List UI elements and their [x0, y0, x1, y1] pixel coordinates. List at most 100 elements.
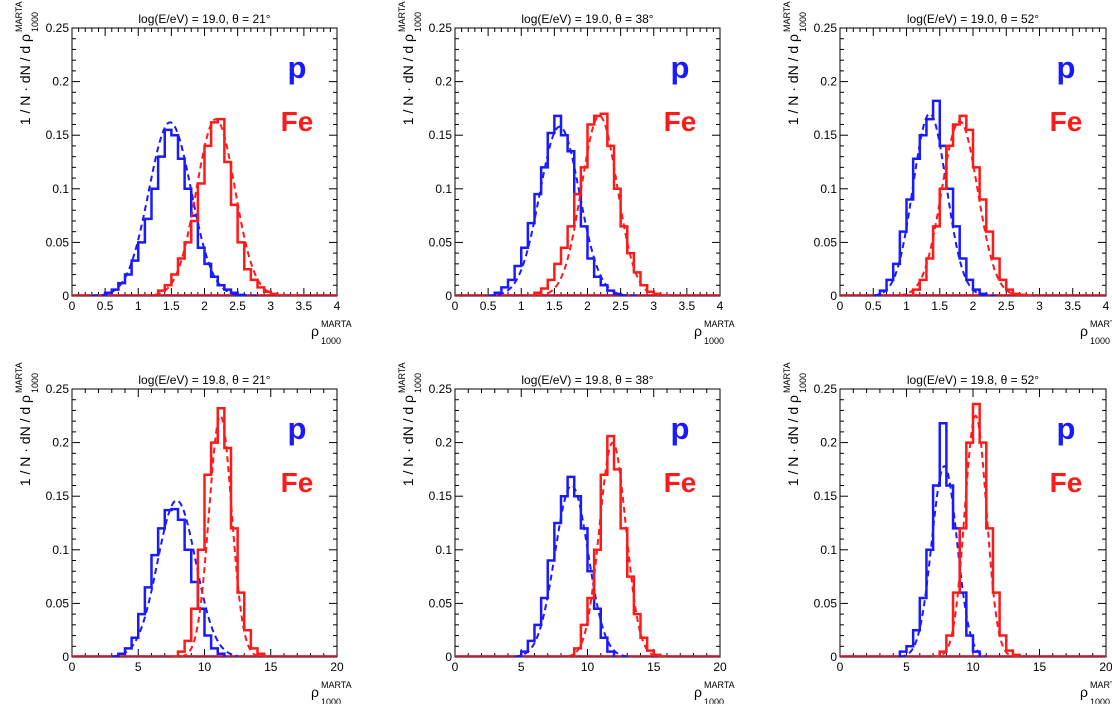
y-tick-label: 0.05 [429, 596, 453, 610]
y-axis-label-group: 1 / N · dN / d ρ MARTA 1000 [782, 362, 808, 486]
y-tick-label: 0.25 [46, 382, 70, 396]
x-axis-label-superscript: MARTA [1090, 680, 1112, 690]
x-tick-label: 15 [647, 660, 661, 674]
chart-title: log(E/eV) = 19.0, θ = 38° [521, 12, 653, 26]
x-tick-label: 0.5 [865, 299, 882, 313]
fit-curve-fe-fit [144, 118, 298, 296]
chart-panel-1: log(E/eV) = 19.0, θ = 21° 0 0.5 1 1.5 2 2.5 3 3.… [14, 1, 352, 346]
x-tick-label: 3.5 [1064, 299, 1081, 313]
y-tick-label: 0.25 [46, 21, 70, 35]
y-axis-label-superscript: MARTA [782, 1, 792, 32]
y-axis-label-group: 1 / N · dN / d ρ MARTA 1000 [397, 362, 423, 486]
y-tick-label: 0.25 [814, 21, 838, 35]
x-tick-label: 5 [903, 660, 910, 674]
x-axis-label-subscript: 1000 [1090, 697, 1110, 704]
y-tick-label: 0.05 [814, 235, 838, 249]
x-tick-label: 3 [650, 299, 657, 313]
x-tick-label: 5 [135, 660, 142, 674]
x-tick-label: 10 [198, 660, 212, 674]
x-axis-label-superscript: MARTA [704, 319, 735, 329]
y-axis-label: 1 / N · dN / d ρ [17, 395, 33, 486]
plot-area [72, 117, 337, 296]
iron-label: Fe [664, 106, 697, 137]
chart-panel-2: log(E/eV) = 19.0, θ = 38° 0 0.5 1 1.5 2 2.5 3 3.… [397, 1, 735, 346]
x-axis-label: ρ [311, 323, 319, 339]
y-tick-label: 0 [445, 289, 452, 303]
y-tick-label: 0 [830, 650, 837, 664]
histogram-p [878, 99, 988, 296]
fit-curve-p-fit [873, 112, 1000, 296]
chart-panel-3: log(E/eV) = 19.0, θ = 52° 0 0.5 1 1.5 2 2.5 3 3.… [782, 1, 1112, 346]
x-axis-label: ρ [1080, 684, 1088, 700]
histogram-fe [533, 112, 662, 296]
x-tick-label: 3 [1036, 299, 1043, 313]
y-tick-label: 0.25 [429, 21, 453, 35]
y-tick-label: 0.2 [435, 75, 452, 89]
iron-label: Fe [664, 467, 697, 498]
histogram-p [493, 114, 622, 296]
chart-title: log(E/eV) = 19.0, θ = 21° [138, 12, 270, 26]
histogram-p [117, 507, 226, 657]
y-tick-label: 0.15 [46, 489, 70, 503]
chart-title: log(E/eV) = 19.8, θ = 52° [907, 373, 1039, 387]
y-axis-label-superscript: MARTA [14, 1, 24, 32]
plot-area [455, 112, 720, 296]
x-tick-label: 1.5 [931, 299, 948, 313]
fit-curve-fe-fit [899, 120, 1033, 296]
proton-label: p [288, 50, 307, 85]
y-tick-label: 0.15 [429, 128, 453, 142]
x-tick-label: 4 [1103, 299, 1110, 313]
x-tick-label: 0.5 [480, 299, 497, 313]
fit-curve-fe-fit [171, 414, 271, 657]
x-tick-label: 3 [267, 299, 274, 313]
y-axis-label-group: 1 / N · dN / d ρ MARTA 1000 [14, 1, 40, 125]
fit-curve-p-fit [111, 499, 238, 657]
fit-curve-fe-fit [933, 414, 1020, 657]
x-axis-label: ρ [311, 684, 319, 700]
y-tick-label: 0.2 [52, 436, 69, 450]
histogram-fe [911, 114, 1028, 296]
y-tick-label: 0.1 [435, 182, 452, 196]
y-tick-label: 0 [830, 289, 837, 303]
x-tick-label: 1 [518, 299, 525, 313]
x-axis-label-superscript: MARTA [321, 319, 352, 329]
y-axis-label-superscript: MARTA [397, 1, 407, 32]
y-axis-label-subscript: 1000 [798, 12, 808, 32]
x-tick-label: 2 [970, 299, 977, 313]
y-tick-label: 0.25 [429, 382, 453, 396]
y-tick-label: 0.1 [52, 182, 69, 196]
plot-area [840, 99, 1106, 296]
histogram-fe [156, 117, 279, 296]
x-tick-label: 15 [264, 660, 278, 674]
y-tick-label: 0.2 [820, 75, 837, 89]
chart-panel-4: log(E/eV) = 19.8, θ = 21° 0 5 10 15 20 0 0.05 0.… [14, 362, 352, 704]
x-axis-label-subscript: 1000 [321, 697, 341, 704]
fit-curve-p-fit [488, 125, 641, 296]
plot-area [455, 434, 720, 657]
y-axis-label: 1 / N · dN / d ρ [400, 395, 416, 486]
y-tick-label: 0 [445, 650, 452, 664]
y-tick-label: 0.1 [435, 543, 452, 557]
y-axis-label: 1 / N · dN / d ρ [17, 34, 33, 125]
x-tick-label: 0 [837, 299, 844, 313]
iron-label: Fe [281, 467, 314, 498]
x-axis-label: ρ [1080, 323, 1088, 339]
histogram-fe [573, 434, 662, 657]
x-tick-label: 0 [452, 660, 459, 674]
plot-area [72, 407, 337, 657]
proton-label: p [1057, 50, 1076, 85]
y-tick-label: 0.05 [429, 235, 453, 249]
x-tick-label: 0 [69, 660, 76, 674]
chart-panel-5: log(E/eV) = 19.8, θ = 38° 0 5 10 15 20 0 0.05 0.… [397, 362, 735, 704]
x-axis-label: ρ [694, 684, 702, 700]
x-tick-label: 3.5 [679, 299, 696, 313]
x-tick-label: 4 [717, 299, 724, 313]
x-tick-label: 20 [1099, 660, 1112, 674]
fit-curve-p-fit [514, 484, 628, 657]
x-tick-label: 20 [330, 660, 344, 674]
y-tick-label: 0.05 [46, 596, 70, 610]
iron-label: Fe [1050, 467, 1083, 498]
x-tick-label: 2.5 [612, 299, 629, 313]
proton-label: p [1057, 411, 1076, 446]
